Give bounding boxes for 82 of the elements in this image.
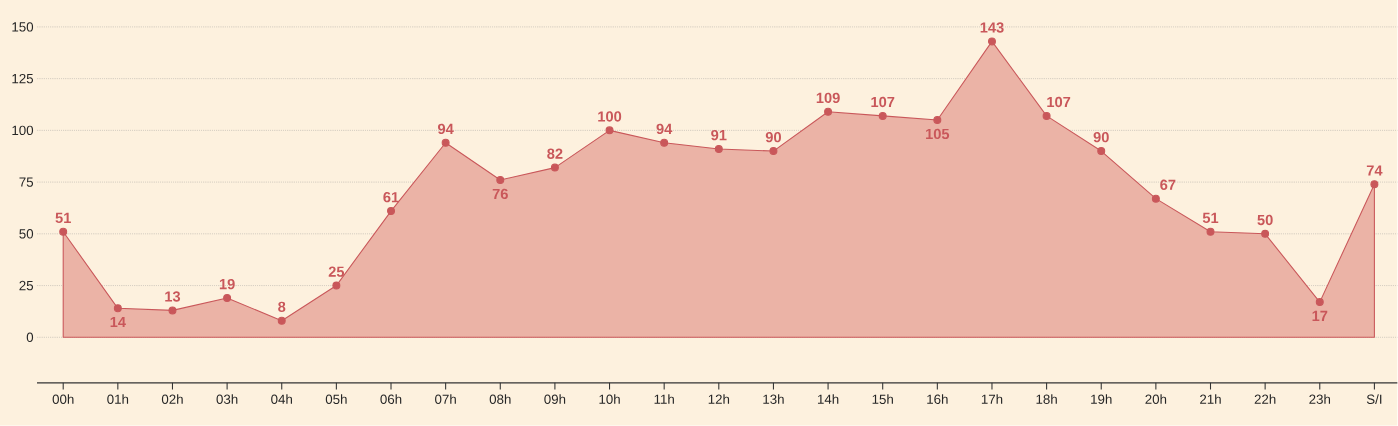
x-tick-label: 21h — [1200, 394, 1221, 404]
data-label: 107 — [871, 96, 895, 108]
point — [824, 107, 833, 116]
point — [332, 281, 341, 290]
data-label: 61 — [383, 192, 399, 203]
point — [1206, 227, 1215, 236]
x-tick-label: 05h — [325, 394, 347, 405]
point — [605, 126, 614, 135]
x-tick-label: 12h — [708, 394, 730, 404]
point — [987, 37, 996, 46]
data-label: 105 — [926, 128, 950, 140]
point — [933, 116, 942, 125]
data-label: 143 — [980, 22, 1004, 33]
data-label: 51 — [1202, 212, 1219, 224]
x-tick-label: 20h — [1145, 394, 1167, 405]
data-label: 51 — [55, 212, 71, 224]
data-label: 94 — [656, 123, 673, 135]
data-label: 19 — [219, 279, 235, 290]
x-tick-label: 22h — [1254, 394, 1276, 404]
x-tick-label: 06h — [380, 394, 402, 405]
point — [59, 227, 68, 236]
x-tick-label: 10h — [599, 394, 620, 405]
point — [1261, 229, 1270, 238]
point — [1370, 180, 1379, 189]
x-tick-label: 00h — [52, 394, 74, 405]
x-tick-label: 23h — [1309, 394, 1331, 405]
x-tick-label: 03h — [216, 394, 238, 405]
y-tick-label: 125 — [12, 74, 34, 84]
point — [496, 176, 505, 185]
data-label: 8 — [278, 301, 286, 313]
point — [1042, 111, 1051, 120]
point — [223, 294, 232, 303]
x-tick-label: 04h — [271, 394, 292, 405]
point — [387, 207, 396, 216]
x-tick-label: 02h — [161, 394, 183, 405]
data-label: 107 — [1047, 96, 1071, 108]
y-tick-label: 100 — [12, 125, 34, 136]
x-tick-label: 19h — [1091, 394, 1112, 405]
point — [878, 111, 887, 120]
y-tick-label: 150 — [12, 22, 34, 32]
point — [1315, 298, 1324, 307]
y-tick-label: 75 — [19, 177, 34, 187]
data-label: 25 — [328, 266, 345, 277]
y-tick-label: 25 — [19, 280, 34, 291]
data-label: 14 — [110, 317, 126, 328]
x-tick-label: 15h — [872, 394, 893, 405]
point — [769, 147, 778, 156]
x-tick-label: S/I — [1366, 394, 1382, 405]
data-label: 91 — [711, 130, 727, 141]
x-tick-label: 11h — [654, 394, 674, 404]
y-tick-label: 0 — [26, 332, 34, 343]
y-tick-label: 50 — [19, 229, 34, 239]
data-label: 90 — [1093, 132, 1109, 143]
data-label: 67 — [1160, 179, 1176, 191]
point — [113, 304, 122, 313]
x-tick-label: 08h — [489, 394, 511, 405]
point — [550, 163, 559, 172]
data-label: 90 — [765, 132, 781, 143]
point — [1151, 194, 1160, 203]
data-label: 100 — [598, 111, 622, 122]
data-label: 13 — [165, 291, 181, 302]
data-label: 109 — [816, 92, 840, 104]
point — [1097, 147, 1106, 156]
x-tick-label: 16h — [927, 394, 948, 405]
point — [168, 306, 177, 315]
x-tick-label: 18h — [1036, 394, 1057, 405]
data-label: 76 — [492, 188, 508, 200]
data-label: 17 — [1312, 310, 1328, 321]
x-tick-label: 07h — [435, 394, 456, 405]
data-label: 50 — [1257, 214, 1273, 226]
data-label: 94 — [437, 123, 454, 135]
point — [277, 316, 286, 325]
data-label: 82 — [547, 148, 563, 159]
x-tick-label: 17h — [981, 394, 1003, 404]
x-tick-label: 01h — [107, 394, 129, 405]
point — [441, 138, 450, 147]
x-tick-label: 09h — [544, 394, 566, 405]
x-tick-label: 14h — [817, 394, 839, 404]
point — [660, 138, 669, 147]
data-label: 74 — [1366, 165, 1383, 176]
x-tick-label: 13h — [763, 394, 784, 405]
point — [714, 145, 723, 154]
